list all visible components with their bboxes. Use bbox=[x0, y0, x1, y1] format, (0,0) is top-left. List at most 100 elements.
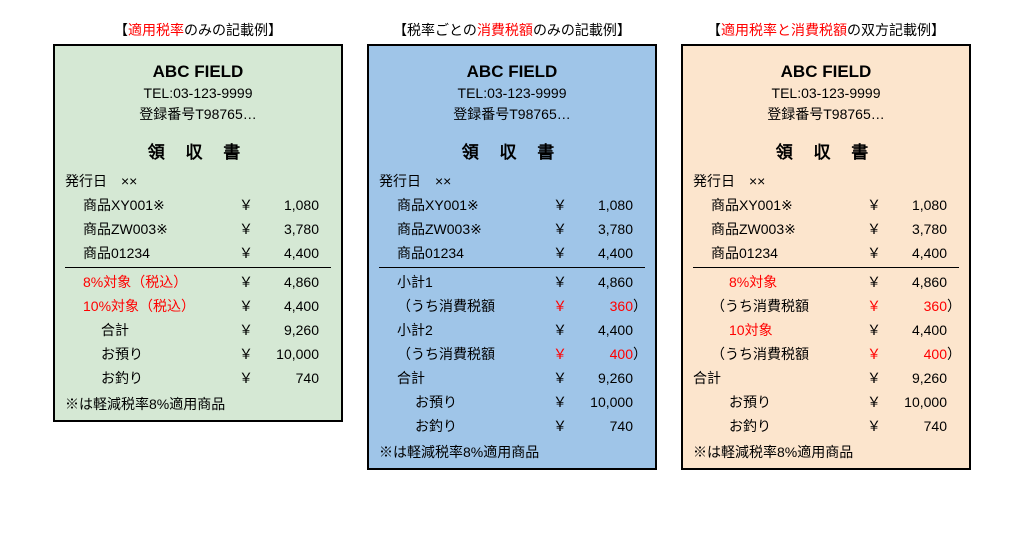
deposit-amount: 10,000 bbox=[881, 390, 947, 414]
column-2: 【税率ごとの消費税額のみの記載例】 ABC FIELD TEL:03-123-9… bbox=[367, 20, 657, 470]
deposit-row: お預り ￥10,000 bbox=[693, 390, 959, 414]
yen-symbol: ￥ bbox=[545, 193, 567, 217]
yen-symbol: ￥ bbox=[859, 241, 881, 265]
deposit-row: お預り ￥ 10,000 bbox=[65, 342, 331, 366]
item-amount: 1,080 bbox=[253, 193, 319, 217]
total-label: 合計 bbox=[379, 366, 553, 390]
deposit-amount: 10,000 bbox=[253, 342, 319, 366]
item-name: 商品ZW003※ bbox=[693, 217, 859, 241]
issue-label: 発行日 ×× bbox=[65, 169, 331, 193]
tax-amount: 4,400 bbox=[881, 318, 947, 342]
inner-tax-row: （うち消費税額 ￥ 360 ） bbox=[379, 294, 645, 318]
title-red: 適用税率と消費税額 bbox=[721, 22, 847, 38]
yen-symbol: ￥ bbox=[867, 366, 881, 390]
inner-tax-label: （うち消費税額 bbox=[379, 294, 545, 318]
item-amount: 4,400 bbox=[567, 241, 633, 265]
change-label: お釣り bbox=[65, 366, 231, 390]
tax-row: 8%対象 ￥ 4,860 bbox=[693, 270, 959, 294]
title-red: 消費税額 bbox=[477, 22, 533, 38]
inner-tax-label: （うち消費税額 bbox=[693, 294, 859, 318]
store-reg: 登録番号T98765… bbox=[65, 104, 331, 124]
title-post: のみの記載例】 bbox=[184, 22, 282, 38]
yen-symbol: ￥ bbox=[231, 270, 253, 294]
subtotal-row: 小計2 ￥ 4,400 bbox=[379, 318, 645, 342]
title-pre: 【 bbox=[114, 22, 128, 38]
receipt-3: ABC FIELD TEL:03-123-9999 登録番号T98765… 領 … bbox=[681, 44, 971, 470]
change-label: お釣り bbox=[693, 414, 867, 438]
divider bbox=[65, 267, 331, 268]
yen-symbol: ￥ bbox=[545, 294, 567, 318]
inner-tax-amount: 400 bbox=[881, 342, 947, 366]
inner-tax-amount: 360 bbox=[567, 294, 633, 318]
store-name: ABC FIELD bbox=[693, 62, 959, 82]
column-1: 【適用税率のみの記載例】 ABC FIELD TEL:03-123-9999 登… bbox=[53, 20, 343, 422]
total-amount: 9,260 bbox=[567, 366, 633, 390]
paren-close: ） bbox=[633, 342, 645, 366]
issue-label: 発行日 ×× bbox=[693, 169, 959, 193]
deposit-amount: 10,000 bbox=[567, 390, 633, 414]
yen-symbol: ￥ bbox=[231, 241, 253, 265]
deposit-row: お預り ￥10,000 bbox=[379, 390, 645, 414]
item-name: 商品XY001※ bbox=[379, 193, 545, 217]
tax-row: 10対象 ￥ 4,400 bbox=[693, 318, 959, 342]
paren-close: ） bbox=[633, 294, 645, 318]
item-name: 商品XY001※ bbox=[693, 193, 859, 217]
footnote: ※は軽減税率8%適用商品 bbox=[379, 442, 645, 462]
total-label: 合計 bbox=[65, 318, 231, 342]
receipt-1: ABC FIELD TEL:03-123-9999 登録番号T98765… 領 … bbox=[53, 44, 343, 422]
yen-symbol: ￥ bbox=[545, 270, 567, 294]
store-tel: TEL:03-123-9999 bbox=[379, 85, 645, 101]
issue-line: 発行日 ×× bbox=[693, 169, 959, 193]
yen-symbol: ￥ bbox=[231, 294, 253, 318]
inner-tax-label: （うち消費税額 bbox=[693, 342, 859, 366]
yen-symbol: ￥ bbox=[859, 270, 881, 294]
item-name: 商品ZW003※ bbox=[379, 217, 545, 241]
title-pre: 【税率ごとの bbox=[393, 22, 477, 38]
yen-symbol: ￥ bbox=[867, 390, 881, 414]
item-name: 商品01234 bbox=[693, 241, 859, 265]
item-name: 商品01234 bbox=[379, 241, 545, 265]
tax-label: 8%対象 bbox=[693, 270, 859, 294]
yen-symbol: ￥ bbox=[545, 318, 567, 342]
issue-line: 発行日 ×× bbox=[379, 169, 645, 193]
item-amount: 1,080 bbox=[567, 193, 633, 217]
item-row: 商品01234 ￥ 4,400 bbox=[379, 241, 645, 265]
yen-symbol: ￥ bbox=[231, 342, 253, 366]
item-row: 商品XY001※ ￥ 1,080 bbox=[65, 193, 331, 217]
store-name: ABC FIELD bbox=[65, 62, 331, 82]
receipt-columns: 【適用税率のみの記載例】 ABC FIELD TEL:03-123-9999 登… bbox=[40, 20, 984, 470]
change-label: お釣り bbox=[379, 414, 545, 438]
title-post: の双方記載例】 bbox=[847, 22, 945, 38]
footnote: ※は軽減税率8%適用商品 bbox=[693, 442, 959, 462]
store-reg: 登録番号T98765… bbox=[693, 104, 959, 124]
item-amount: 3,780 bbox=[567, 217, 633, 241]
total-label: 合計 bbox=[693, 366, 867, 390]
item-amount: 4,400 bbox=[881, 241, 947, 265]
yen-symbol: ￥ bbox=[553, 366, 567, 390]
total-amount: 9,260 bbox=[253, 318, 319, 342]
item-amount: 3,780 bbox=[881, 217, 947, 241]
deposit-label: お預り bbox=[693, 390, 867, 414]
doc-title: 領 収 書 bbox=[65, 138, 331, 163]
divider bbox=[379, 267, 645, 268]
divider bbox=[693, 267, 959, 268]
inner-tax-row: （うち消費税額 ￥ 400 ） bbox=[379, 342, 645, 366]
subtotal-label: 小計2 bbox=[379, 318, 545, 342]
tax-amount: 4,860 bbox=[253, 270, 319, 294]
store-name: ABC FIELD bbox=[379, 62, 645, 82]
tax-amount: 4,860 bbox=[881, 270, 947, 294]
item-row: 商品XY001※ ￥ 1,080 bbox=[693, 193, 959, 217]
tax-row: 10%対象（税込） ￥ 4,400 bbox=[65, 294, 331, 318]
yen-symbol: ￥ bbox=[545, 342, 567, 366]
subtotal-row: 小計1 ￥ 4,860 bbox=[379, 270, 645, 294]
yen-symbol: ￥ bbox=[545, 241, 567, 265]
doc-title: 領 収 書 bbox=[379, 138, 645, 163]
tax-label: 8%対象（税込） bbox=[65, 270, 231, 294]
item-amount: 4,400 bbox=[253, 241, 319, 265]
yen-symbol: ￥ bbox=[545, 217, 567, 241]
yen-symbol: ￥ bbox=[859, 217, 881, 241]
subtotal-amount: 4,860 bbox=[567, 270, 633, 294]
item-name: 商品01234 bbox=[65, 241, 231, 265]
paren-close: ） bbox=[947, 342, 959, 366]
title-red: 適用税率 bbox=[128, 22, 184, 38]
